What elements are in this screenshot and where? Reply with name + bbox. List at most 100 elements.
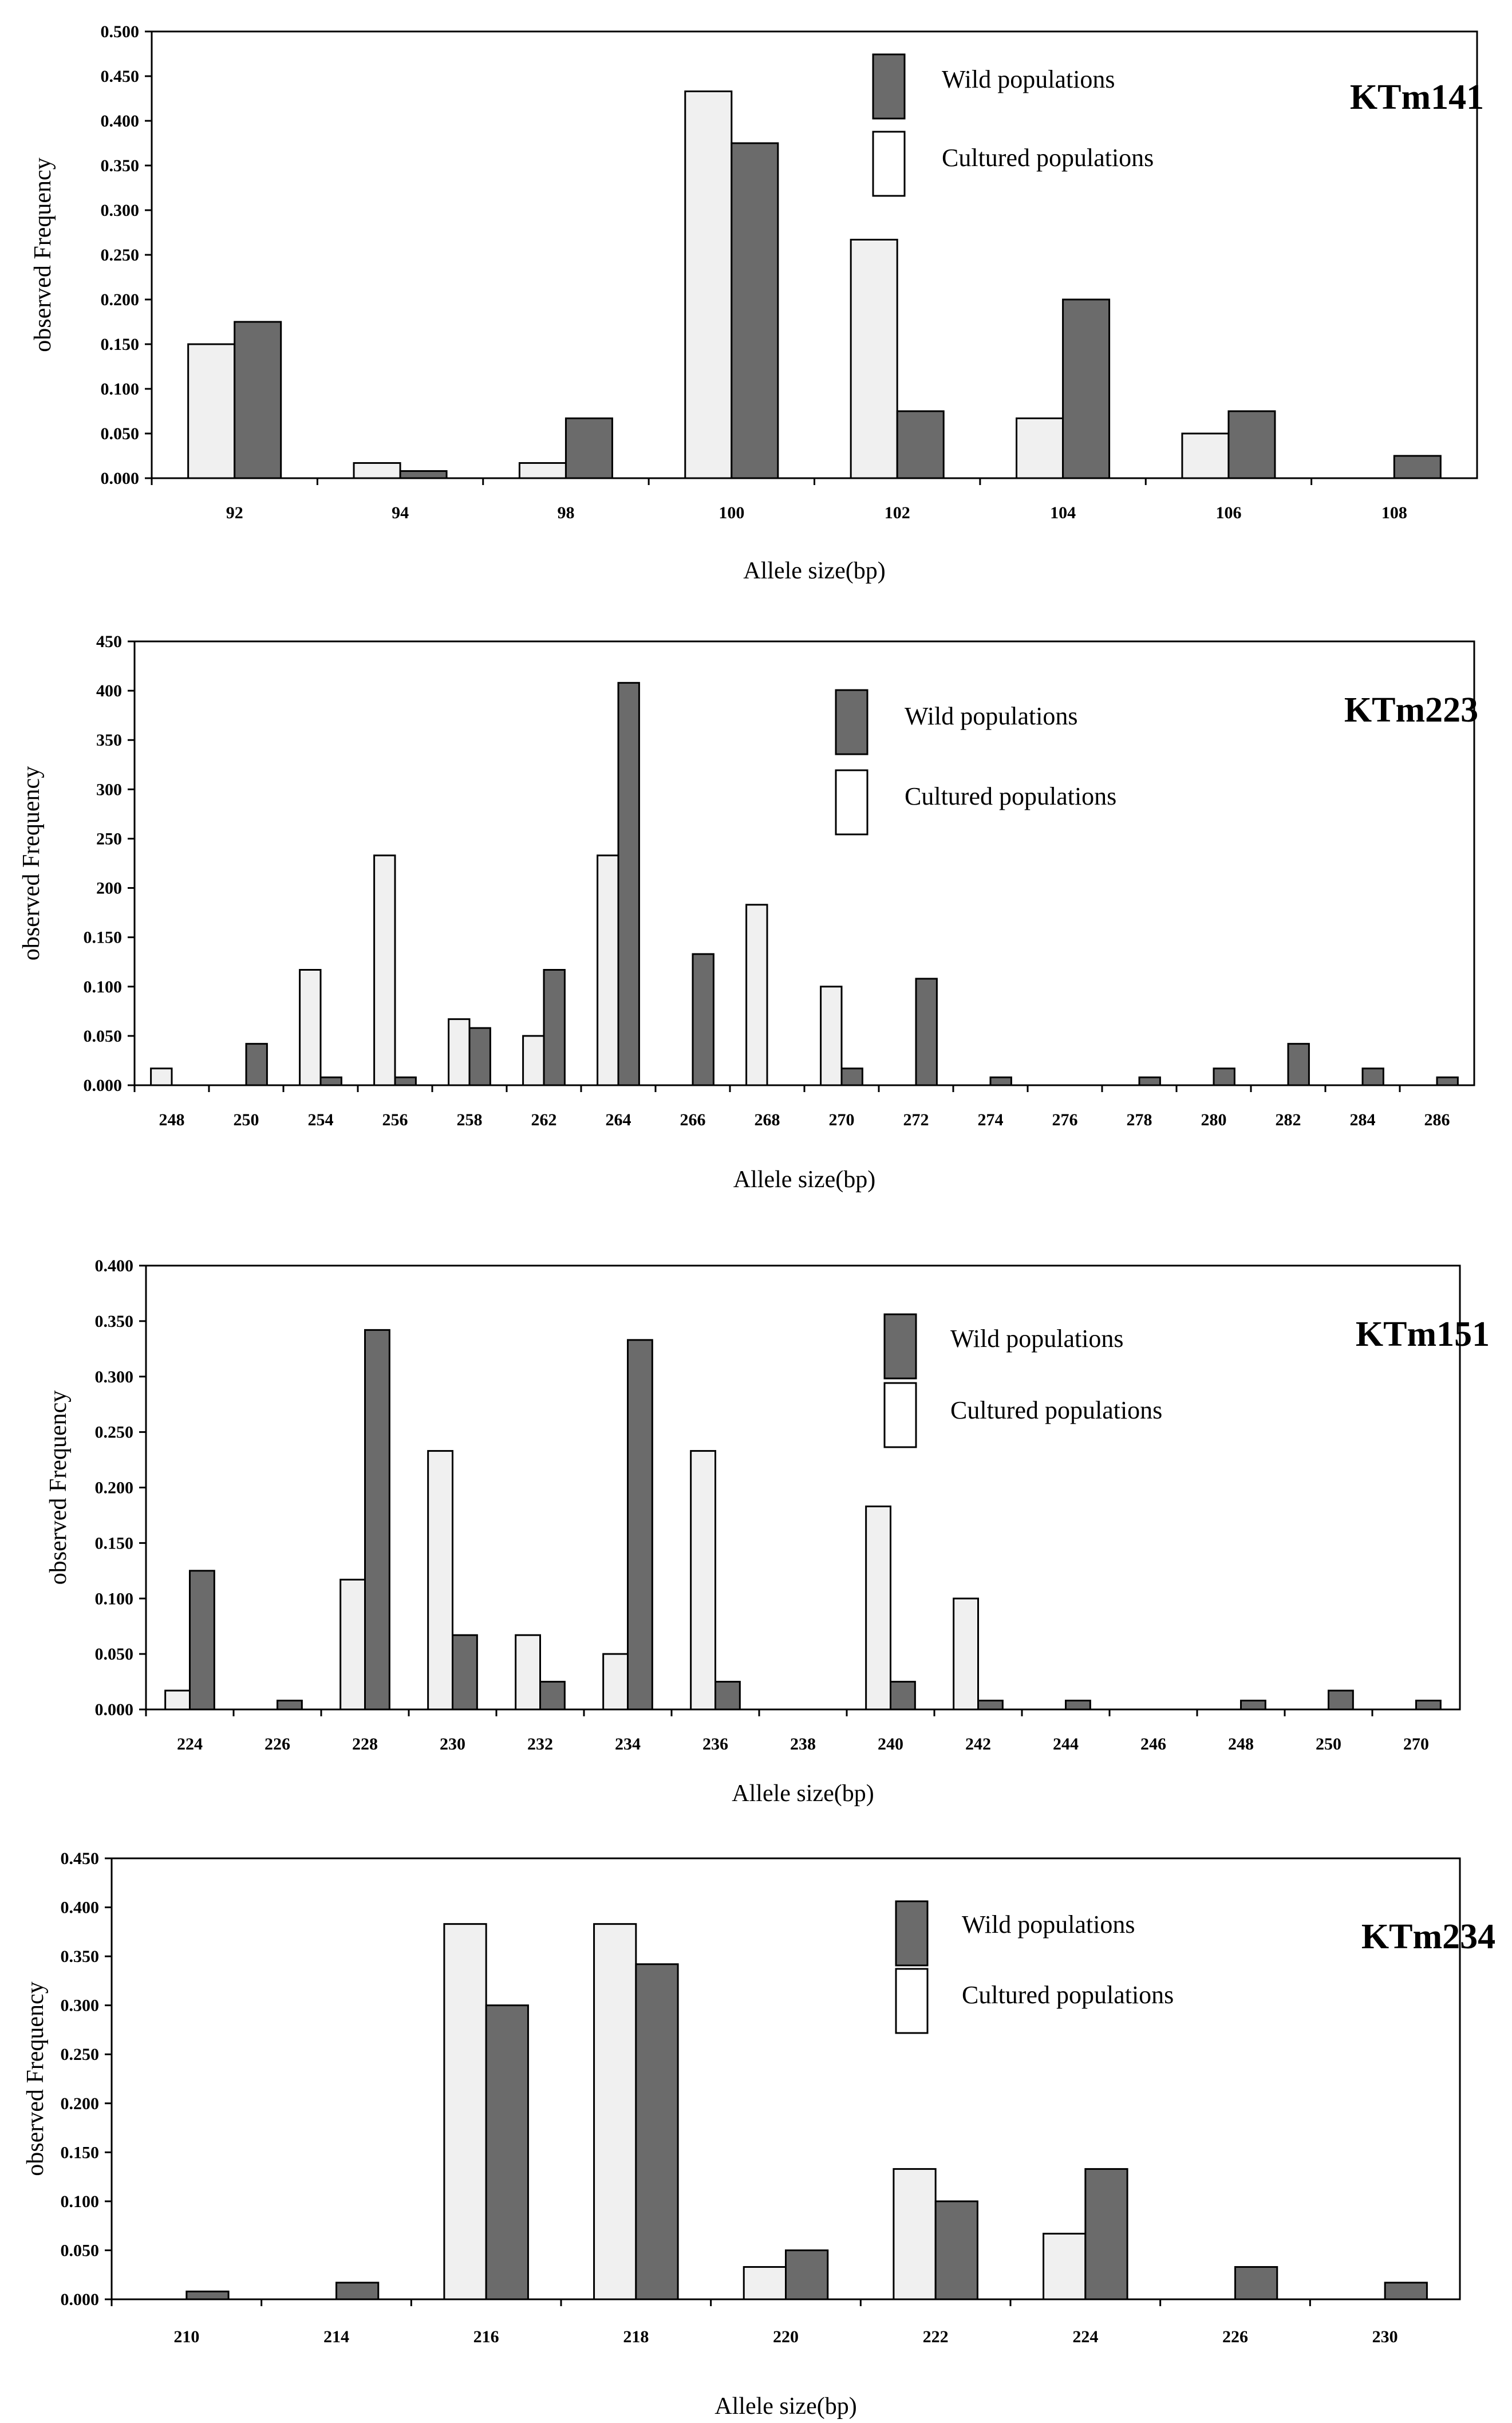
bar-cultured [1181, 432, 1230, 479]
x-tick-label: 230 [1372, 2327, 1398, 2346]
x-tick-label: 226 [264, 1735, 290, 1754]
legend-label-cultured: Cultured populations [950, 1396, 1162, 1424]
y-tick-label: 300 [96, 780, 122, 799]
x-tick-label: 262 [531, 1110, 557, 1129]
x-tick-label: 218 [623, 2327, 649, 2346]
bar-wild [277, 1700, 303, 1711]
x-tick-label: 268 [755, 1110, 780, 1129]
x-axis-label: Allele size(bp) [732, 1780, 874, 1807]
x-tick-label: 240 [878, 1735, 903, 1754]
y-tick-label: 0.050 [61, 2241, 100, 2260]
bar-cultured [187, 343, 236, 479]
bar-wild [896, 410, 945, 479]
bar-wild [617, 681, 640, 1086]
x-tick-label: 258 [457, 1110, 483, 1129]
x-tick-label: 102 [885, 503, 910, 522]
y-tick-label: 0.200 [61, 2094, 100, 2113]
x-tick-label: 100 [719, 503, 744, 522]
x-tick-label: 276 [1052, 1110, 1078, 1129]
y-tick-label: 0.000 [84, 1076, 123, 1095]
x-tick-label: 230 [440, 1735, 465, 1754]
bar-wild [840, 1067, 863, 1086]
x-axis-label: Allele size(bp) [743, 558, 885, 584]
y-tick-label: 0.100 [84, 978, 123, 996]
bar-wild [1328, 1689, 1354, 1711]
legend-label-cultured: Cultured populations [942, 144, 1154, 172]
bar-wild [977, 1700, 1004, 1711]
bar-wild [1065, 1700, 1091, 1711]
bar-wild [539, 1681, 566, 1711]
y-axis-label: observed Frequency [30, 157, 56, 352]
bar-cultured [597, 854, 619, 1086]
x-tick-label: 232 [527, 1735, 553, 1754]
bar-wild [189, 1570, 215, 1711]
bar-cultured [164, 1689, 191, 1711]
y-tick-label: 0.250 [95, 1423, 134, 1442]
bar-cultured [1043, 2232, 1087, 2300]
y-tick-label: 0.100 [61, 2192, 100, 2211]
bar-wild [785, 2249, 829, 2300]
bar-cultured [865, 1505, 892, 1711]
chart-svg-ktm141: 0.000 0.050 0.100 0.150 0.200 0.250 0.300 0.350… [30, 22, 1484, 584]
x-tick-label: 248 [1228, 1735, 1254, 1754]
y-tick-label: 0.300 [101, 201, 140, 220]
y-tick-label: 0.350 [61, 1947, 100, 1966]
x-tick-label: 220 [773, 2327, 799, 2346]
y-tick-label: 0.400 [61, 1898, 100, 1917]
y-tick-label: 0.050 [101, 424, 140, 443]
chart-title: KTm234 [1361, 1917, 1495, 1956]
y-tick-label: 0.200 [101, 290, 140, 309]
chart-svg-ktm223: 0.000 0.050 0.100 0.150 200 250 300 350 400 450 24… [18, 632, 1478, 1193]
bar-wild [731, 142, 779, 479]
y-axis-label: observed Frequency [22, 1981, 49, 2176]
x-tick-label: 248 [159, 1110, 185, 1129]
bar-cultured [427, 1450, 453, 1711]
x-tick-label: 284 [1350, 1110, 1376, 1129]
y-tick-label: 0.400 [95, 1256, 134, 1275]
legend-label-wild: Wild populations [905, 702, 1078, 730]
x-tick-label: 236 [702, 1735, 728, 1754]
y-tick-label: 0.450 [101, 67, 140, 86]
y-tick-label: 0.100 [95, 1589, 134, 1608]
chart-title: KTm151 [1356, 1315, 1490, 1354]
plot-frame [133, 640, 1475, 1086]
y-axis-label: observed Frequency [18, 766, 45, 960]
legend-swatch-cultured [895, 1968, 929, 2034]
bar-wild [564, 417, 613, 479]
x-tick-label: 242 [965, 1735, 991, 1754]
bar-cultured [593, 1923, 637, 2300]
bar-cultured [373, 854, 396, 1086]
x-tick-label: 254 [308, 1110, 334, 1129]
y-tick-label: 0.150 [101, 335, 140, 354]
y-tick-label: 0.250 [101, 246, 140, 265]
y-tick-label: 0.000 [61, 2290, 100, 2309]
x-tick-label: 210 [173, 2327, 199, 2346]
y-tick-label: 0.050 [84, 1027, 123, 1046]
bar-wild [1062, 298, 1111, 479]
x-tick-label: 234 [615, 1735, 641, 1754]
y-tick-label: 0.000 [101, 469, 140, 488]
bar-cultured [522, 1035, 545, 1086]
y-tick-label: 0.350 [95, 1312, 134, 1331]
bar-wild [364, 1329, 390, 1711]
y-tick-label: 0.050 [95, 1645, 134, 1664]
y-axis-label: observed Frequency [45, 1390, 72, 1585]
bar-wild [1240, 1700, 1266, 1711]
x-tick-label: 106 [1215, 503, 1241, 522]
bar-cultured [353, 462, 401, 479]
x-tick-label: 222 [923, 2327, 949, 2346]
bar-wild [1393, 455, 1442, 479]
x-tick-label: 224 [177, 1735, 203, 1754]
bar-wild [1213, 1067, 1235, 1086]
x-tick-label: 214 [323, 2327, 349, 2346]
bar-wild [635, 1963, 679, 2300]
chart-ktm151: 0.000 0.050 0.100 0.150 0.200 0.250 0.300 0.350… [0, 1220, 1512, 1821]
bar-wild [714, 1681, 741, 1711]
x-tick-label: 104 [1050, 503, 1076, 522]
bar-wild [485, 2004, 529, 2300]
bar-cultured [150, 1067, 173, 1086]
y-tick-label: 250 [96, 829, 122, 848]
chart-ktm223: 0.000 0.050 0.100 0.150 200 250 300 350 400 450 24… [0, 607, 1512, 1214]
bar-wild [394, 1076, 417, 1086]
bar-wild [399, 470, 448, 479]
